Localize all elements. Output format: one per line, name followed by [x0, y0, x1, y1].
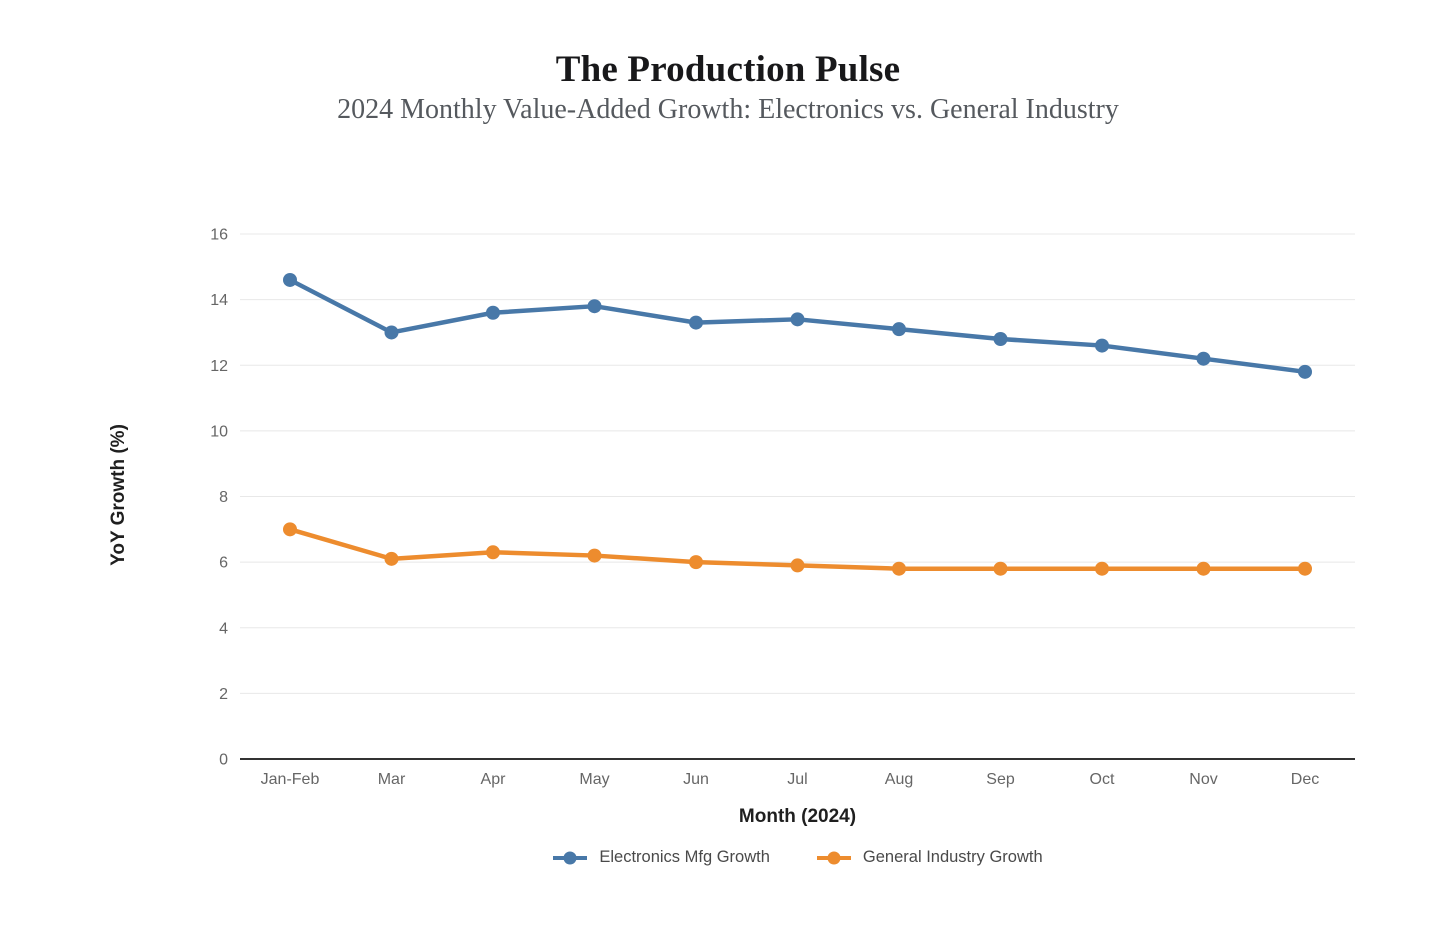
legend-item-general-industry: General Industry Growth — [816, 848, 1043, 867]
x-tick-label: May — [579, 771, 609, 788]
x-tick-label: Aug — [885, 771, 913, 788]
data-point — [892, 322, 906, 337]
data-point — [587, 299, 602, 314]
data-point — [689, 315, 703, 330]
legend-label-general-industry: General Industry Growth — [862, 848, 1043, 866]
x-tick-label: Dec — [1291, 771, 1319, 788]
y-tick-label: 12 — [210, 358, 228, 375]
data-point — [993, 332, 1008, 346]
y-tick-label: 16 — [210, 227, 228, 244]
data-point — [283, 522, 297, 537]
y-tick-label: 2 — [219, 686, 228, 703]
data-point — [892, 561, 906, 576]
x-tick-label: Apr — [481, 771, 507, 788]
data-point — [486, 305, 500, 320]
chart-subtitle: 2024 Monthly Value-Added Growth: Electro… — [337, 94, 1119, 125]
data-point — [1095, 338, 1109, 353]
y-tick-labels: 0 2 4 6 8 10 12 14 16 — [210, 227, 228, 769]
x-tick-label: Jun — [683, 771, 709, 788]
x-tick-label: Jul — [787, 771, 807, 788]
x-axis-title: Month (2024) — [738, 806, 857, 827]
data-point — [689, 555, 703, 570]
y-tick-label: 0 — [219, 752, 228, 769]
x-tick-labels: Jan-Feb Mar Apr May Jun Jul Aug Sep Oct Nov Dec — [261, 771, 1320, 788]
data-point — [283, 272, 297, 287]
legend-item-electronics: Electronics Mfg Growth — [552, 848, 770, 867]
data-point — [1298, 561, 1312, 576]
x-tick-label: Oct — [1090, 771, 1115, 788]
x-tick-label: Nov — [1189, 771, 1217, 788]
y-tick-label: 6 — [219, 555, 228, 572]
x-tick-label: Sep — [986, 771, 1015, 788]
data-point — [790, 558, 805, 573]
y-tick-label: 4 — [219, 620, 228, 637]
data-point — [587, 548, 602, 563]
data-point — [384, 325, 399, 340]
y-tick-label: 8 — [219, 489, 228, 506]
data-point — [384, 551, 399, 566]
data-point — [1298, 364, 1312, 379]
page-title: The Production Pulse — [555, 49, 901, 90]
data-point — [1196, 561, 1211, 576]
legend-marker-general-industry-icon — [816, 851, 851, 864]
data-point — [486, 545, 500, 560]
data-point — [993, 561, 1008, 576]
legend-label-electronics: Electronics Mfg Growth — [599, 848, 770, 866]
y-tick-label: 14 — [210, 292, 228, 309]
chart-legend: Electronics Mfg Growth General Industry … — [240, 848, 1355, 867]
series-electronics-mfg-growth — [283, 272, 1312, 379]
data-point — [790, 312, 805, 327]
x-tick-label: Jan-Feb — [261, 771, 320, 788]
data-point — [1095, 561, 1109, 576]
gridlines — [240, 233, 1355, 760]
data-point — [1196, 351, 1211, 366]
x-tick-label: Mar — [378, 771, 406, 788]
y-tick-label: 10 — [210, 423, 228, 440]
legend-marker-electronics-icon — [553, 851, 588, 864]
series-general-industry-growth — [283, 522, 1312, 576]
